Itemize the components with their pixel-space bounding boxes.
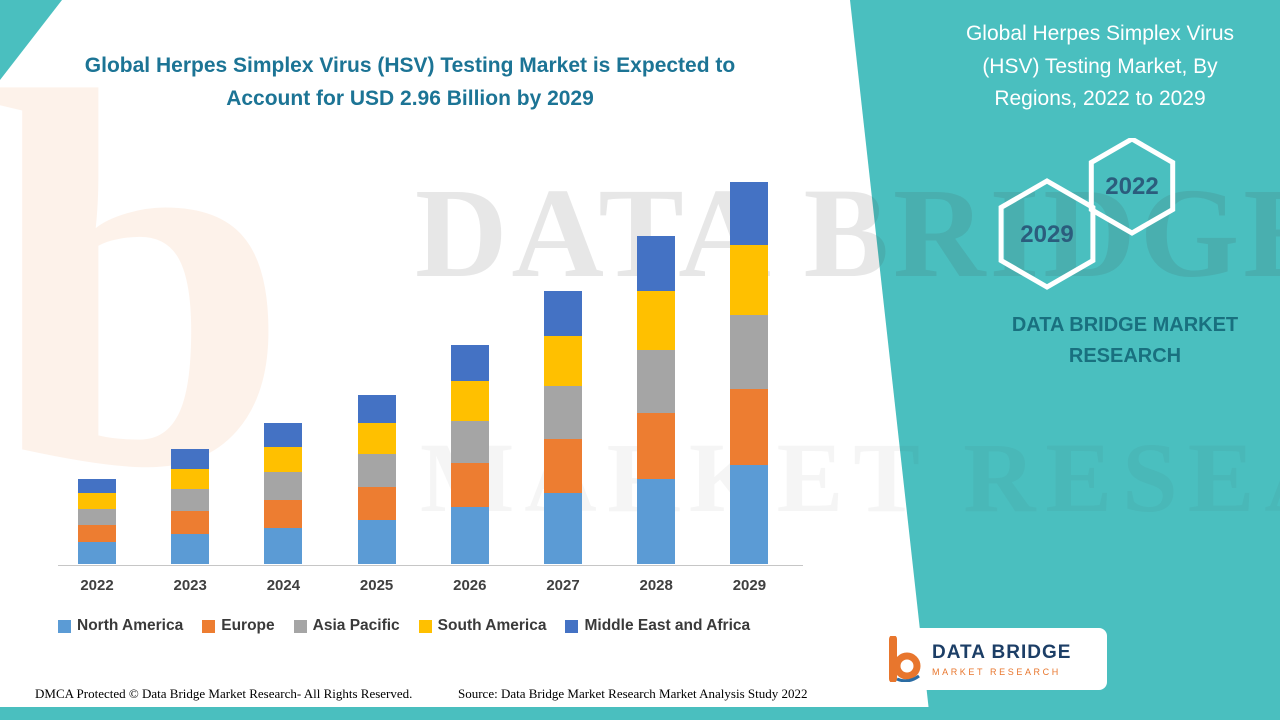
logo-subtitle: MARKET RESEARCH <box>932 666 1061 677</box>
segment-middle-east-and-africa <box>450 344 489 381</box>
bar-2028 <box>637 236 676 564</box>
teal-bottom-strip <box>0 707 1280 720</box>
legend-label: North America <box>77 617 184 634</box>
logo-text-block: DATA BRIDGE MARKET RESEARCH <box>932 642 1071 677</box>
legend-swatch <box>565 619 579 633</box>
x-axis-label-2027: 2027 <box>546 577 580 594</box>
chart-legend: North America Europe Asia Pacific South Ame… <box>58 617 750 635</box>
legend-swatch <box>418 619 432 633</box>
segment-middle-east-and-africa <box>171 449 210 469</box>
segment-europe <box>171 511 210 535</box>
x-axis-label-2029: 2029 <box>732 577 767 594</box>
segment-asia-pacific <box>171 489 210 512</box>
footer-source-text: Source: Data Bridge Market Research Mark… <box>458 686 808 701</box>
bar-2029 <box>730 182 769 564</box>
legend-swatch <box>202 619 216 633</box>
x-axis-label-2022: 2022 <box>80 577 114 594</box>
data-bridge-logo-icon <box>889 636 921 682</box>
segment-north-america <box>544 493 582 564</box>
hexagon-2029 <box>998 178 1096 290</box>
legend-label: Asia Pacific <box>312 617 400 634</box>
x-axis-label-2025: 2025 <box>359 577 394 594</box>
segment-south-america <box>264 446 303 473</box>
segment-middle-east-and-africa <box>264 423 303 447</box>
segment-europe <box>730 388 769 465</box>
segment-asia-pacific <box>730 315 769 389</box>
bar-2024 <box>264 423 303 564</box>
teal-side-panel <box>850 0 1280 720</box>
segment-south-america <box>730 245 769 316</box>
segment-south-america <box>171 468 210 490</box>
x-axis-label-2026: 2026 <box>453 577 487 594</box>
legend-item-europe: Europe <box>202 617 275 635</box>
hexagon-2029-label: 2029 <box>1020 221 1073 248</box>
segment-south-america <box>450 380 489 421</box>
x-axis-line <box>58 565 803 566</box>
segment-south-america <box>637 290 676 350</box>
segment-asia-pacific <box>264 472 303 500</box>
legend-label: Europe <box>221 617 275 634</box>
segment-europe <box>637 413 676 479</box>
segment-middle-east-and-africa <box>637 236 676 291</box>
segment-europe <box>357 486 396 521</box>
legend-label: South America <box>437 617 547 634</box>
chart-title: Global Herpes Simplex Virus (HSV) Testin… <box>84 54 736 110</box>
segment-asia-pacific <box>637 349 676 414</box>
legend-label: Middle East and Africa <box>584 617 751 634</box>
segment-north-america <box>730 464 769 564</box>
segment-europe <box>450 463 489 508</box>
segment-asia-pacific <box>544 385 582 439</box>
segment-europe <box>544 438 582 493</box>
legend-item-middle-east-and-africa: Middle East and Africa <box>565 617 750 635</box>
year-hexagons: 2022 2029 <box>998 138 1176 290</box>
segment-europe <box>264 499 303 528</box>
legend-swatch <box>58 619 71 633</box>
bar-2022 <box>78 478 116 564</box>
x-axis-label-2024: 2024 <box>266 577 301 594</box>
bar-2026 <box>450 344 489 564</box>
segment-asia-pacific <box>357 454 396 487</box>
hexagon-2022-label: 2022 <box>1105 173 1158 200</box>
legend-item-north-america: North America <box>58 617 183 635</box>
stacked-bar-chart <box>55 175 815 565</box>
footer-dmca-text: DMCA Protected © Data Bridge Market Rese… <box>35 686 413 701</box>
segment-middle-east-and-africa <box>357 394 396 424</box>
x-axis-label-2023: 2023 <box>173 577 207 594</box>
segment-north-america <box>171 534 210 564</box>
legend-swatch <box>293 619 307 633</box>
segment-north-america <box>264 527 303 564</box>
bar-2023 <box>171 449 210 564</box>
x-axis-label-2028: 2028 <box>639 577 673 594</box>
segment-middle-east-and-africa <box>544 290 582 336</box>
segment-north-america <box>637 478 676 564</box>
logo-name: DATA BRIDGE <box>932 641 1072 663</box>
brand-letter-watermark: b <box>0 0 291 579</box>
bar-2027 <box>544 290 582 564</box>
data-bridge-logo-card: DATA BRIDGE MARKET RESEARCH <box>873 628 1107 690</box>
segment-asia-pacific <box>450 420 489 464</box>
segment-south-america <box>78 493 116 509</box>
legend-item-south-america: South America <box>418 617 547 635</box>
segment-north-america <box>357 520 396 564</box>
sidebar-title: Global Herpes Simplex Virus (HSV) Testin… <box>965 22 1235 111</box>
segment-asia-pacific <box>78 508 116 526</box>
segment-middle-east-and-africa <box>78 478 116 494</box>
segment-south-america <box>544 335 582 386</box>
bar-2025 <box>357 394 396 564</box>
segment-middle-east-and-africa <box>730 182 769 246</box>
segment-north-america <box>78 542 116 564</box>
segment-north-america <box>450 507 489 564</box>
x-axis-labels: 2022 2023 2024 2025 2026 2027 2028 2029 <box>55 577 815 599</box>
sidebar-brand-name: DATA BRIDGE MARKET RESEARCH <box>1011 314 1239 367</box>
segment-south-america <box>357 423 396 455</box>
segment-europe <box>78 525 116 543</box>
hexagon-2022 <box>1088 138 1176 236</box>
legend-item-asia-pacific: Asia Pacific <box>293 617 400 635</box>
